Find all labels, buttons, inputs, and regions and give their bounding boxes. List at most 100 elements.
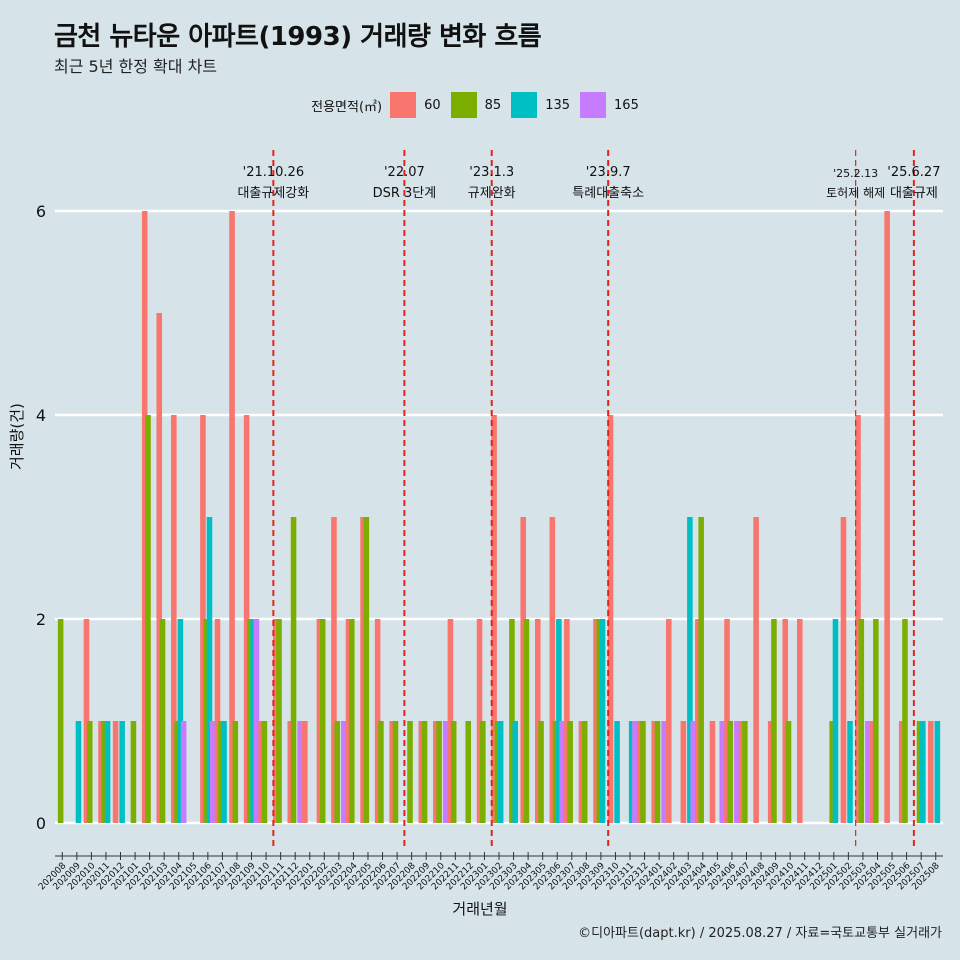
bar-202411-60 xyxy=(797,619,803,823)
source-caption: ©디아파트(dapt.kr) / 2025.08.27 / 자료=국토교통부 실… xyxy=(578,926,942,941)
legend-title: 전용면적(㎡) xyxy=(311,99,383,115)
bar-202410-85 xyxy=(785,721,792,823)
bar-202210-165 xyxy=(442,721,449,823)
bar-202207-85 xyxy=(392,721,399,823)
bar-202102-60 xyxy=(141,211,148,823)
bar-202407-60 xyxy=(738,721,745,823)
bar-202301-60 xyxy=(476,619,483,823)
bar-202204-60 xyxy=(345,619,352,823)
bar-202506-60 xyxy=(898,721,905,823)
legend-swatch-165 xyxy=(580,92,607,118)
bar-202109-60 xyxy=(243,415,250,823)
legend-swatch-135 xyxy=(511,92,538,118)
bar-202205-60 xyxy=(360,517,366,823)
bar-202010-60 xyxy=(83,619,90,823)
bar-202311-165 xyxy=(632,721,638,823)
event-date-label: '22.07 xyxy=(384,165,425,180)
legend-label-60: 60 xyxy=(424,97,441,113)
y-tick-label: 0 xyxy=(36,814,46,833)
bar-202508-60 xyxy=(928,721,934,823)
bar-202312-85 xyxy=(640,721,646,823)
event-name-label: DSR 3단계 xyxy=(373,186,437,201)
bar-202202-60 xyxy=(316,619,323,823)
legend-item-135: 135 xyxy=(511,92,570,118)
bar-202109-135 xyxy=(250,619,256,823)
bar-202308-85 xyxy=(581,721,588,823)
bar-202112-165 xyxy=(297,721,303,823)
bar-202401-85 xyxy=(654,721,661,823)
bar-202302-60 xyxy=(491,415,497,823)
bar-202110-60 xyxy=(258,721,264,823)
event-name-label: 대출규제강화 xyxy=(237,186,309,201)
bar-202205-85 xyxy=(363,517,370,823)
bar-202508-135 xyxy=(934,721,941,823)
bar-202302-85 xyxy=(494,721,501,823)
bar-202307-85 xyxy=(567,721,573,823)
event-name-label: 토허제 해제 xyxy=(826,186,885,200)
bar-202403-135 xyxy=(687,517,693,823)
bar-202406-165 xyxy=(734,721,740,823)
y-tick-label: 6 xyxy=(36,202,46,221)
legend-label-85: 85 xyxy=(484,97,502,113)
bar-202012-60 xyxy=(112,721,119,823)
bar-202011-85 xyxy=(101,721,108,823)
bar-202406-60 xyxy=(724,619,730,823)
bar-202505-60 xyxy=(884,211,890,823)
bar-202301-85 xyxy=(480,721,486,823)
bar-202104-85 xyxy=(174,721,180,823)
legend: 전용면적(㎡) 60 85 135 165 xyxy=(0,92,960,118)
bar-202409-60 xyxy=(767,721,774,823)
bar-202111-60 xyxy=(272,619,279,823)
bar-202506-85 xyxy=(902,619,908,823)
y-tick-label: 2 xyxy=(36,610,46,629)
bar-202211-60 xyxy=(447,619,454,823)
bar-202203-165 xyxy=(340,721,347,823)
bar-202306-85 xyxy=(552,721,559,823)
legend-item-85: 85 xyxy=(450,92,502,118)
bar-202404-60 xyxy=(695,619,701,823)
bar-202401-60 xyxy=(651,721,658,823)
legend-item-165: 165 xyxy=(580,92,639,118)
bar-202501-85 xyxy=(829,721,835,823)
bar-202307-60 xyxy=(564,619,570,823)
bar-202103-85 xyxy=(159,619,166,823)
bar-202209-85 xyxy=(421,721,428,823)
event-date-label: '23.1.3 xyxy=(469,165,514,180)
event-date-label: '25.6.27 xyxy=(887,165,940,180)
bar-202202-85 xyxy=(319,619,326,823)
bar-202201-60 xyxy=(302,721,308,823)
bar-202303-85 xyxy=(509,619,515,823)
bar-202009-135 xyxy=(75,721,82,823)
bar-202405-60 xyxy=(709,721,716,823)
bar-202203-85 xyxy=(334,721,341,823)
chart-title: 금천 뉴타운 아파트(1993) 거래량 변화 흐름 xyxy=(54,22,542,52)
bar-202203-60 xyxy=(331,517,337,823)
bar-202012-135 xyxy=(119,721,125,823)
legend-item-60: 60 xyxy=(390,92,441,118)
bar-202507-135 xyxy=(920,721,926,823)
bar-202211-85 xyxy=(450,721,457,823)
bar-202107-85 xyxy=(217,721,224,823)
bar-202011-60 xyxy=(98,721,104,823)
event-name-label: 특례대출축소 xyxy=(572,186,644,201)
bar-202504-60 xyxy=(869,721,876,823)
bar-202406-85 xyxy=(727,721,734,823)
bar-202011-135 xyxy=(104,721,111,823)
event-date-label: '21.10.26 xyxy=(243,165,304,180)
bar-202409-85 xyxy=(771,619,777,823)
bar-202309-85 xyxy=(596,619,603,823)
bar-202110-85 xyxy=(261,721,268,823)
bar-202408-60 xyxy=(753,517,759,823)
bar-202008-85 xyxy=(57,619,64,823)
bar-202207-60 xyxy=(389,721,395,823)
chart-subtitle: 최근 5년 한정 확대 차트 xyxy=(54,57,218,76)
bar-202103-60 xyxy=(156,313,163,823)
bar-202303-135 xyxy=(512,721,518,823)
bar-202306-135 xyxy=(556,619,562,823)
bar-202109-165 xyxy=(253,619,260,823)
bar-202212-85 xyxy=(465,721,472,823)
bar-202405-165 xyxy=(719,721,726,823)
bar-202107-135 xyxy=(221,721,227,823)
bar-202308-60 xyxy=(578,721,585,823)
